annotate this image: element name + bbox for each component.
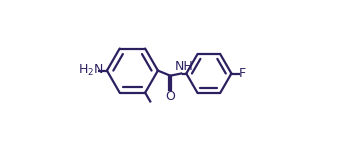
- Text: O: O: [165, 90, 175, 103]
- Text: H$_2$N: H$_2$N: [78, 63, 104, 78]
- Text: F: F: [239, 67, 246, 80]
- Text: NH: NH: [175, 60, 194, 73]
